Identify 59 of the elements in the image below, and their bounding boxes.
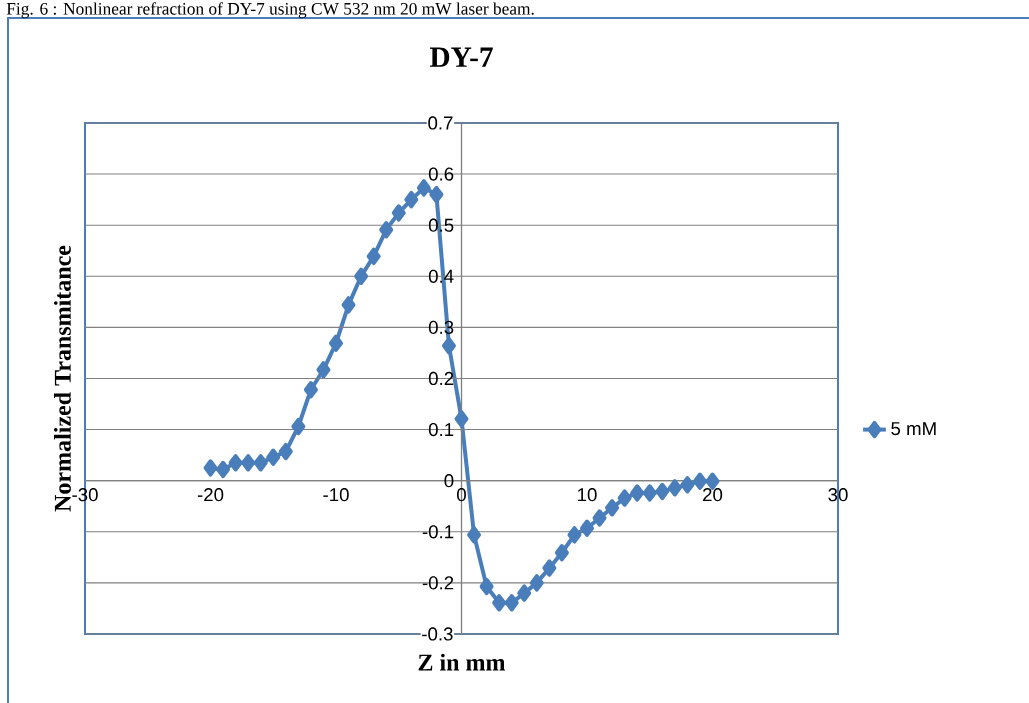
point: [517, 584, 532, 602]
point: [692, 472, 707, 490]
x-tick-label: 20: [703, 488, 723, 502]
point: [655, 482, 670, 501]
y-tick-label: 0.2: [428, 371, 454, 386]
point: [253, 454, 268, 472]
point: [630, 484, 645, 502]
point: [416, 179, 431, 197]
point: [329, 334, 343, 352]
point: [278, 442, 293, 461]
point: [504, 594, 519, 612]
point: [404, 190, 419, 209]
point: [354, 267, 369, 285]
point: [266, 448, 281, 466]
point: [467, 526, 482, 544]
point: [379, 221, 394, 239]
point: [391, 204, 406, 222]
point: [542, 559, 557, 577]
point: [642, 484, 657, 502]
x-tick-label: -20: [197, 488, 224, 502]
point: [429, 185, 444, 204]
x-tick-label: -10: [323, 488, 349, 502]
point: [492, 594, 507, 612]
point: [580, 519, 594, 537]
point: [680, 476, 695, 494]
point: [617, 489, 632, 507]
point: [241, 454, 256, 472]
x-tick-label: 0: [457, 488, 466, 502]
point: [605, 499, 620, 517]
y-tick-label: 0.1: [428, 422, 454, 437]
chart-title: DY-7: [429, 47, 493, 67]
y-tick-label: 0.6: [428, 167, 454, 181]
point: [228, 454, 243, 472]
y-tick-label: 0.3: [428, 320, 454, 334]
point: [554, 544, 569, 562]
point: [667, 479, 682, 497]
point: [592, 509, 607, 527]
point: [441, 337, 456, 355]
x-axis-title: Z in mm: [418, 653, 506, 671]
point: [316, 361, 331, 379]
x-tick-label: 10: [578, 488, 597, 502]
y-tick-label: 0.7: [428, 116, 453, 130]
point: [341, 296, 356, 314]
y-tick-label: 0: [444, 474, 454, 488]
caption: Fig. 6 : Nonlinear refraction of DY-7 using CW 532 nm 20 mW laser beam.: [6, 2, 534, 19]
y-tick-label: -0.3: [422, 627, 453, 641]
point: [366, 247, 381, 266]
point: [479, 577, 494, 596]
point: [216, 460, 231, 479]
point: [529, 574, 544, 592]
y-tick-label: -0.1: [422, 525, 454, 539]
point: [454, 410, 469, 428]
point: [203, 459, 218, 477]
y-tick-label: -0.2: [422, 576, 454, 590]
point: [567, 526, 582, 544]
point: [303, 381, 318, 399]
point: [291, 417, 306, 436]
y-axis-title: Normalized Transmitance: [53, 245, 71, 512]
legend-label: 5 mM: [891, 422, 936, 436]
